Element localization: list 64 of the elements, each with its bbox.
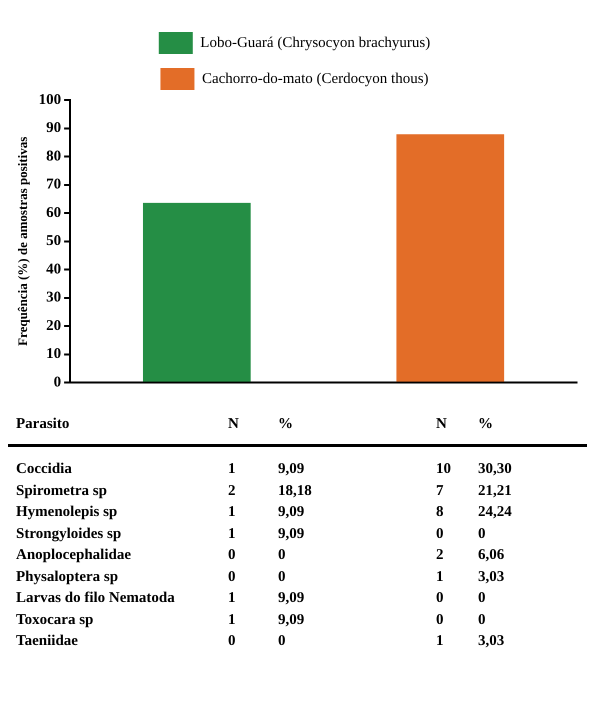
data-label: 3,03 [478,568,506,586]
data-label: 0 [278,568,286,586]
data-label: 2 [228,482,236,498]
data-label: 9,09 [278,590,306,607]
y-tick-label: 60 [46,204,62,221]
category-label: Taeniidae [16,633,79,650]
data-label: 0 [278,547,286,564]
data-label: 1 [436,633,444,649]
legend-label: Cachorro-do-mato (Cerdocyon thous) [202,70,429,87]
data-label: 0 [228,633,236,649]
text: N [228,416,239,432]
category-label: Spirometra sp [16,482,108,500]
data-label: 24,24 [478,504,513,521]
data-label: 0 [478,590,486,607]
text: Parasito [16,416,70,433]
category-label: Strongyloides sp [16,526,122,542]
y-tick-label: 0 [54,374,62,390]
data-label: 9,09 [278,504,306,521]
data-label: 1 [228,612,236,628]
y-tick-label: 70 [46,176,62,193]
category-label: Toxocara sp [16,612,94,628]
data-label: 9,09 [278,526,306,542]
text: % [478,416,494,433]
data-label: 0 [228,547,236,563]
y-tick-label: 80 [46,148,62,164]
data-label: 3,03 [478,633,506,650]
category-label: Coccidia [16,461,73,478]
text: % [278,416,294,433]
data-label: 9,09 [278,612,306,628]
y-tick-label: 90 [46,120,62,136]
data-label: 6,06 [478,547,506,564]
data-label: 0 [228,568,236,584]
data-label: 21,21 [478,482,513,500]
text: N [436,416,447,432]
y-tick-label: 10 [46,346,62,362]
data-label: 30,30 [478,461,513,478]
data-label: 0 [436,590,444,606]
data-label: 1 [228,504,236,520]
data-label: 2 [436,547,444,563]
data-label: 7 [436,482,444,498]
data-label: 1 [436,568,444,584]
y-axis-title: Frequência (%) de amostras positivas [15,136,30,346]
data-label: 0 [436,526,444,542]
y-tick-label: 30 [46,290,62,306]
legend-label: Lobo-Guará (Chrysocyon brachyurus) [200,34,430,51]
data-label: 0 [478,526,486,542]
y-tick-label: 100 [38,92,62,108]
data-label: 1 [228,526,236,542]
y-tick-label: 40 [46,261,62,278]
data-label: 8 [436,504,444,520]
category-label: Hymenolepis sp [16,504,118,521]
data-label: 18,18 [278,482,313,500]
data-label: 0 [478,612,486,628]
data-label: 10 [436,461,451,477]
data-label: 0 [278,633,286,650]
y-tick-label: 20 [46,318,62,334]
category-label: Physaloptera sp [16,568,120,586]
data-label: 1 [228,590,236,606]
category-label: Anoplocephalidae [16,547,132,564]
data-label: 1 [228,461,236,477]
data-label: 0 [436,612,444,628]
data-label: 9,09 [278,461,306,478]
y-tick-label: 50 [46,233,62,250]
category-label: Larvas do filo Nematoda [16,590,176,607]
